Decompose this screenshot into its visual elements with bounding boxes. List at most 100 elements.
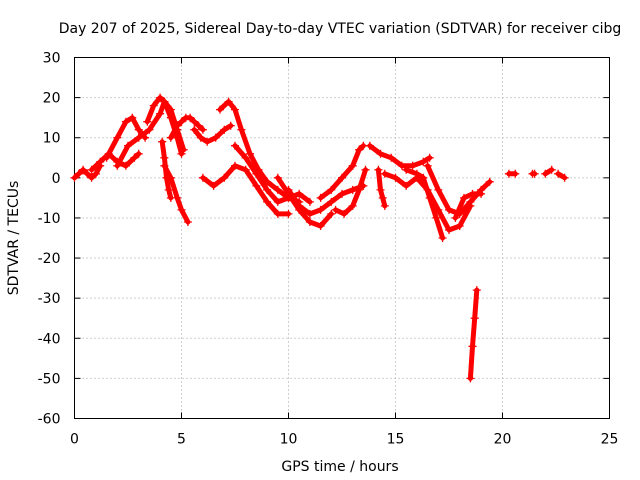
data-point [273,173,282,182]
data-point [445,226,453,234]
series-trace [375,167,388,209]
data-point [295,201,304,210]
data-point [331,205,340,214]
series-pass-12 [231,141,314,206]
series-trace [286,183,366,217]
series-trace [555,171,568,181]
data-point [74,169,83,178]
data-point [173,193,182,202]
data-point [485,177,494,186]
data-point [91,169,100,178]
data-point [224,97,233,106]
plot-frame [74,57,610,419]
x-tick-label: 20 [494,432,512,448]
data-point [226,121,235,130]
data-point [391,173,400,182]
series-pass-23 [466,286,481,383]
data-point [198,125,207,134]
data-point [470,314,479,323]
data-point [87,173,96,182]
data-point [374,165,383,174]
data-point [70,173,79,182]
data-point [173,121,182,130]
series-pass-18 [365,141,434,170]
data-point [211,133,220,142]
data-point [83,169,92,178]
data-point [134,133,143,142]
data-point [412,169,421,178]
series-trace [382,171,473,233]
data-point [425,193,434,202]
data-point [541,169,550,178]
data-point [305,197,314,206]
series-pass-26 [541,165,556,178]
data-point [472,286,481,295]
series-trace [542,167,555,177]
data-point [425,153,434,162]
data-point [160,161,169,170]
data-point [316,222,325,230]
data-point [460,193,468,202]
series-pass-05 [143,93,186,158]
y-tick-label: -10 [38,211,61,227]
data-point [263,185,272,194]
data-point [209,181,218,190]
series-trace [467,287,480,381]
data-point [134,149,143,158]
data-layer [70,93,569,383]
data-point [348,201,357,210]
data-point [177,117,186,126]
data-point [380,169,389,178]
data-point [295,189,304,198]
data-point [113,161,122,170]
data-point [466,197,475,206]
y-tick-label: -40 [38,331,61,347]
data-point [432,213,441,222]
data-point [241,165,250,174]
y-tick-label: -20 [38,251,61,267]
data-point [348,161,357,170]
y-tick-label: 30 [43,51,61,67]
series-trace [232,143,313,205]
data-point [241,153,250,162]
data-point [273,185,282,194]
data-point [402,165,411,174]
y-tick-label: -50 [38,371,61,387]
data-point [164,185,173,194]
data-point [237,125,246,134]
series-pass-22 [451,189,486,222]
data-point [156,109,165,118]
x-tick-label: 5 [177,432,186,448]
series-pass-17 [374,165,389,210]
series-trace [367,143,433,169]
grid [74,57,610,419]
data-point [190,125,199,134]
data-point [102,153,111,162]
data-point [145,125,154,134]
data-point [511,169,520,178]
x-tick-label: 25 [601,432,619,448]
data-point [477,189,486,198]
data-point [327,185,336,194]
series-pass-11 [198,161,293,218]
data-point [160,97,169,106]
data-point [79,165,88,174]
y-tick-label: -30 [38,291,61,307]
series-pass-27 [554,169,569,182]
data-point [547,165,556,174]
data-point [361,165,370,174]
data-point [284,185,293,194]
x-tick-label: 15 [387,432,405,448]
data-point [438,234,447,242]
data-point [419,157,428,166]
data-point [273,197,282,206]
data-point [194,121,203,130]
data-point [434,185,443,194]
series-pass-07 [166,113,207,142]
data-point [216,105,224,114]
series-pass-16 [331,165,370,218]
data-point [263,197,272,206]
data-point [423,161,432,170]
data-point [149,101,158,110]
